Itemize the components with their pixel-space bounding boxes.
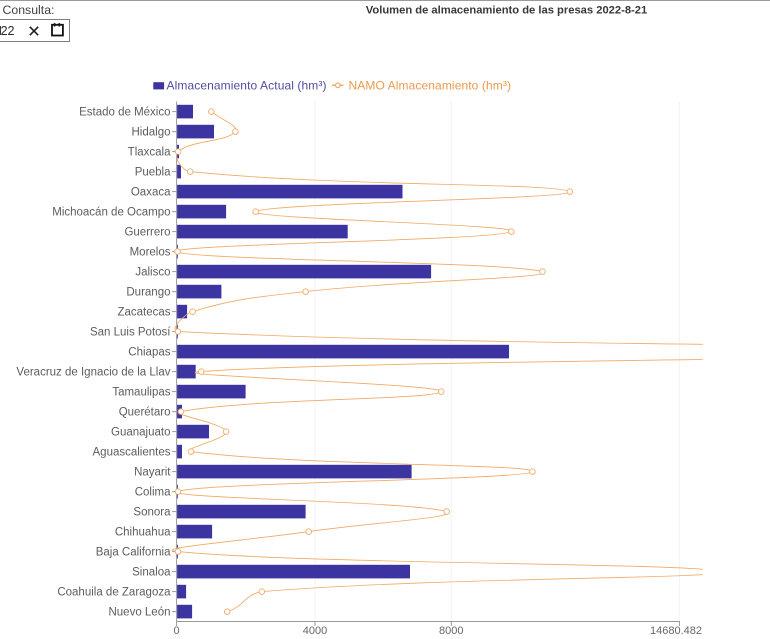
svg-text:Jalisco: Jalisco (135, 267, 170, 279)
svg-text:San Luis Potosí: San Luis Potosí (90, 327, 171, 339)
svg-text:Volumen de almacenamiento de l: Volumen de almacenamiento de las presas … (366, 5, 647, 17)
svg-text:Querétaro: Querétaro (119, 407, 171, 419)
svg-text:Chiapas: Chiapas (128, 347, 170, 359)
svg-text:Baja California: Baja California (96, 547, 171, 559)
svg-text:Guanajuato: Guanajuato (111, 427, 170, 439)
svg-text:Zacatecas: Zacatecas (117, 307, 170, 319)
svg-text:8000: 8000 (439, 625, 463, 637)
svg-text:Puebla: Puebla (135, 167, 171, 179)
svg-text:Colima: Colima (135, 487, 171, 499)
svg-text:Almacenamiento Actual (hm³): Almacenamiento Actual (hm³) (167, 78, 327, 92)
svg-text:Morelos: Morelos (130, 247, 171, 259)
svg-text:Tlaxcala: Tlaxcala (128, 147, 171, 159)
svg-text:Chihuahua: Chihuahua (115, 527, 171, 539)
svg-text:Nuevo León: Nuevo León (108, 607, 170, 619)
svg-text:Coahuila de Zaragoza: Coahuila de Zaragoza (57, 587, 171, 599)
svg-text:Hidalgo: Hidalgo (132, 127, 171, 139)
svg-text:Michoacán de Ocampo: Michoacán de Ocampo (52, 207, 170, 219)
svg-text:NAMO Almacenamiento (hm³): NAMO Almacenamiento (hm³) (349, 78, 512, 92)
svg-text:Nayarit: Nayarit (134, 467, 171, 479)
svg-text:Oaxaca: Oaxaca (131, 187, 171, 199)
svg-text:Durango: Durango (126, 287, 170, 299)
svg-text:14680.482: 14680.482 (650, 625, 702, 637)
svg-text:Estado de México: Estado de México (79, 107, 170, 119)
svg-text:Guerrero: Guerrero (124, 227, 170, 239)
svg-text:Sinaloa: Sinaloa (132, 567, 171, 579)
svg-text:Sonora: Sonora (133, 507, 171, 519)
svg-text:Aguascalientes: Aguascalientes (93, 447, 171, 459)
svg-text:Veracruz de Ignacio de la Llav: Veracruz de Ignacio de la Llav (16, 367, 170, 379)
svg-text:4000: 4000 (303, 625, 327, 637)
svg-text:0: 0 (174, 625, 180, 637)
svg-text:Tamaulipas: Tamaulipas (112, 387, 170, 399)
